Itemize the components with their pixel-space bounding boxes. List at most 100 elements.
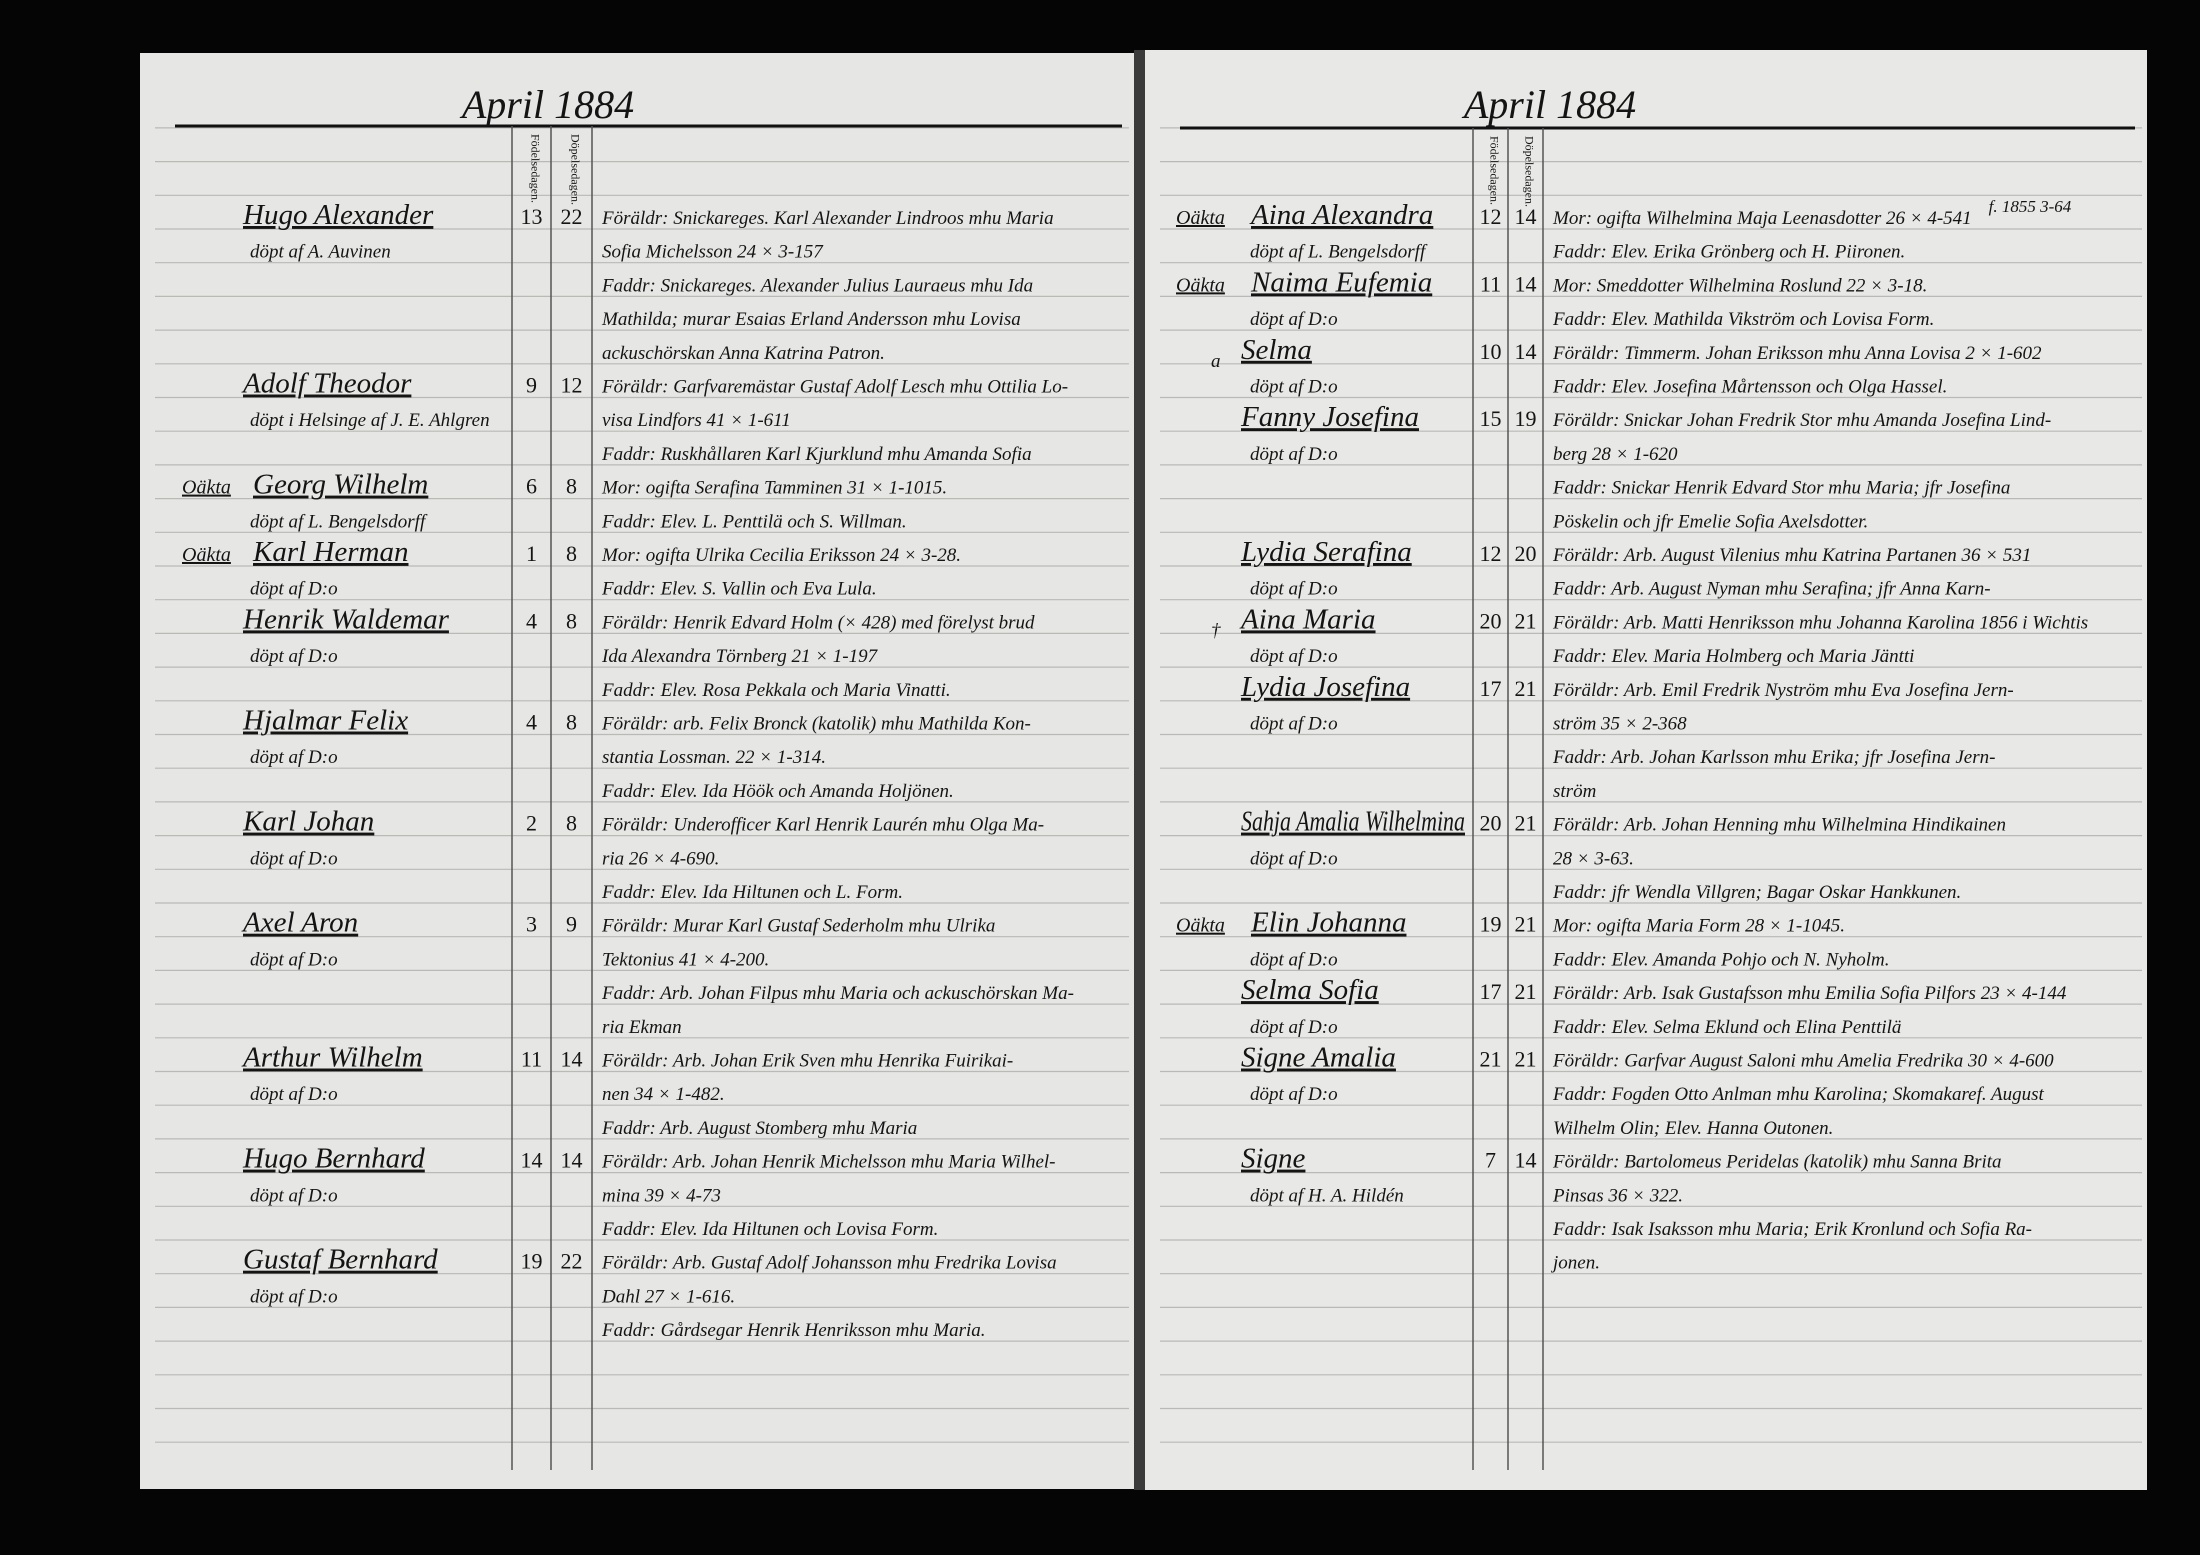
baptism-day: 21 <box>1515 912 1537 937</box>
baptized-by: döpt af D:o <box>1250 949 1338 970</box>
birth-day: 13 <box>521 204 543 229</box>
entry-note: ackuschörskan Anna Katrina Patron. <box>602 343 885 364</box>
baptized-by: döpt af D:o <box>1250 377 1338 398</box>
entry-note: Faddr: Elev. Mathilda Vikström och Lovis… <box>1552 309 1934 330</box>
baptism-day: 8 <box>566 474 577 499</box>
child-name: Sahja Amalia Wilhelmina <box>1241 806 1465 838</box>
baptism-day: 14 <box>561 1148 583 1173</box>
baptized-by: döpt af D:o <box>1250 309 1338 330</box>
child-name: Henrik Waldemar <box>242 603 450 635</box>
child-name: Selma <box>1241 334 1312 366</box>
entry-note: Mor: ogifta Maria Form 28 × 1-1045. <box>1552 916 1845 937</box>
baptized-by: döpt af D:o <box>250 949 338 970</box>
baptized-by: döpt af D:o <box>250 646 338 667</box>
child-name: Hugo Bernhard <box>242 1143 425 1175</box>
entry-mark: Oäkta <box>1176 915 1225 937</box>
baptism-day: 19 <box>1515 406 1537 431</box>
right-sheet <box>1143 50 2147 1490</box>
entry-note: Pöskelin och jfr Emelie Sofia Axelsdotte… <box>1552 511 1868 532</box>
entry-mark: Oäkta <box>1176 274 1225 296</box>
entry-note: Faddr: Elev. Rosa Pekkala och Maria Vina… <box>601 680 951 701</box>
birth-day: 20 <box>1480 608 1502 633</box>
baptized-by: döpt af D:o <box>250 1084 338 1105</box>
baptism-day: 21 <box>1515 811 1537 836</box>
entry-note: Tektonius 41 × 4-200. <box>602 949 769 970</box>
entry-note: Föräldr: Murar Karl Gustaf Sederholm mhu… <box>601 916 995 937</box>
baptized-by: döpt af H. A. Hildén <box>1250 1185 1404 1206</box>
baptized-by: döpt af D:o <box>250 1286 338 1307</box>
baptism-day: 14 <box>1515 271 1537 296</box>
margin-note: f. 1855 3-64 <box>1989 197 2072 216</box>
baptized-by: döpt af D:o <box>1250 848 1338 869</box>
entry-note: Faddr: Arb. Johan Filpus mhu Maria och a… <box>601 983 1074 1004</box>
entry-note: Sofia Michelsson 24 × 3-157 <box>602 242 824 263</box>
child-name: Gustaf Bernhard <box>243 1244 438 1276</box>
baptism-day: 8 <box>566 710 577 735</box>
book-spine <box>1134 50 1145 1490</box>
entry-note: stantia Lossman. 22 × 1-314. <box>602 747 826 768</box>
entry-note: Föräldr: Arb. Johan Erik Sven mhu Henrik… <box>601 1051 1013 1072</box>
page-header: April 1884 <box>1461 82 1636 127</box>
entry-note: Ida Alexandra Törnberg 21 × 1-197 <box>601 646 879 667</box>
child-name: Axel Aron <box>241 907 358 939</box>
entry-note: Föräldr: Underofficer Karl Henrik Laurén… <box>601 815 1044 836</box>
baptism-day: 8 <box>566 811 577 836</box>
entry-note: Föräldr: Arb. Johan Henrik Michelsson mh… <box>601 1152 1056 1173</box>
baptism-day: 9 <box>566 912 577 937</box>
entry-note: Wilhelm Olin; Elev. Hanna Outonen. <box>1553 1118 1833 1139</box>
entry-note: mina 39 × 4-73 <box>602 1185 721 1206</box>
child-name: Georg Wilhelm <box>253 469 428 501</box>
entry-mark: Oäkta <box>182 477 231 499</box>
entry-note: ria Ekman <box>602 1017 682 1038</box>
birth-day: 17 <box>1480 676 1502 701</box>
entry-mark: a <box>1211 351 1221 372</box>
entry-note: Faddr: Elev. Ida Höök och Amanda Holjöne… <box>601 781 954 802</box>
entry-note: visa Lindfors 41 × 1-611 <box>602 410 791 431</box>
birth-day: 6 <box>526 474 537 499</box>
birth-day: 12 <box>1480 204 1502 229</box>
child-name: Hugo Alexander <box>242 199 434 231</box>
entry-note: Pinsas 36 × 322. <box>1552 1185 1683 1206</box>
baptism-day: 14 <box>561 1047 583 1072</box>
entry-note: Mor: ogifta Ulrika Cecilia Eriksson 24 ×… <box>601 545 961 566</box>
column-header: Döpelsedagen. <box>1523 136 1537 207</box>
birth-day: 12 <box>1480 541 1502 566</box>
child-name: Signe <box>1241 1143 1306 1175</box>
entry-note: Faddr: Fogden Otto Anlman mhu Karolina; … <box>1552 1084 2045 1105</box>
baptized-by: döpt af A. Auvinen <box>250 242 391 263</box>
baptism-day: 12 <box>561 373 583 398</box>
birth-day: 3 <box>526 912 537 937</box>
baptized-by: döpt af D:o <box>250 579 338 600</box>
baptized-by: döpt af D:o <box>1250 1084 1338 1105</box>
entry-note: Faddr: Arb. Johan Karlsson mhu Erika; jf… <box>1552 747 1995 768</box>
entry-note: Föräldr: Henrik Edvard Holm (× 428) med … <box>601 612 1035 633</box>
entry-note: Mor: ogifta Serafina Tamminen 31 × 1-101… <box>601 478 947 499</box>
child-name: Elin Johanna <box>1250 907 1406 939</box>
birth-day: 11 <box>521 1047 542 1072</box>
entry-note: Föräldr: Timmerm. Johan Eriksson mhu Ann… <box>1552 343 2042 364</box>
entry-note: Föräldr: Arb. Gustaf Adolf Johansson mhu… <box>601 1253 1057 1274</box>
entry-note: Faddr: jfr Wendla Villgren; Bagar Oskar … <box>1552 882 1961 903</box>
entry-note: Faddr: Elev. Selma Eklund och Elina Pent… <box>1552 1017 1901 1038</box>
entry-note: ria 26 × 4-690. <box>602 848 719 869</box>
baptism-day: 22 <box>561 1249 583 1274</box>
entry-note: Faddr: Elev. Josefina Mårtensson och Olg… <box>1552 377 1947 398</box>
birth-day: 4 <box>526 608 537 633</box>
entry-note: Faddr: Elev. Ida Hiltunen och L. Form. <box>601 882 903 903</box>
entry-note: Faddr: Snickareges. Alexander Julius Lau… <box>601 275 1033 296</box>
baptism-day: 8 <box>566 608 577 633</box>
entry-note: Faddr: Ruskhållaren Karl Kjurklund mhu A… <box>601 444 1032 465</box>
entry-note: Föräldr: Garfvaremästar Gustaf Adolf Les… <box>601 377 1068 398</box>
entry-note: Faddr: Elev. L. Penttilä och S. Willman. <box>601 511 907 532</box>
entry-note: ström <box>1553 781 1596 802</box>
entry-note: berg 28 × 1-620 <box>1553 444 1678 465</box>
child-name: Selma Sofia <box>1241 974 1379 1006</box>
entry-note: Dahl 27 × 1-616. <box>601 1286 735 1307</box>
baptism-day: 22 <box>561 204 583 229</box>
entry-note: Föräldr: Snickar Johan Fredrik Stor mhu … <box>1552 410 2051 431</box>
entry-mark: Oäkta <box>182 544 231 566</box>
baptism-day: 14 <box>1515 204 1537 229</box>
entry-note: nen 34 × 1-482. <box>602 1084 725 1105</box>
